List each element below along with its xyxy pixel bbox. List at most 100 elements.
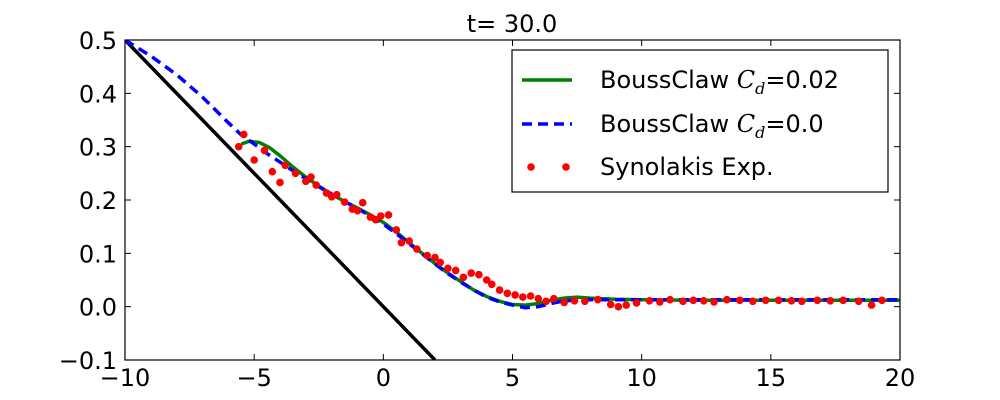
legend-label-synolakis: Synolakis Exp. bbox=[600, 153, 774, 181]
y-tick-label: 0.1 bbox=[79, 240, 117, 268]
x-tick-label: −5 bbox=[236, 364, 271, 392]
x-axis: −10 −5 0 5 10 15 20 bbox=[100, 40, 916, 392]
legend-math-subscript: d bbox=[755, 79, 765, 98]
synolakis-point bbox=[467, 269, 476, 277]
legend-box bbox=[511, 49, 889, 193]
synolakis-point bbox=[340, 198, 349, 206]
x-tick-label: 15 bbox=[756, 364, 787, 392]
synolakis-point bbox=[526, 292, 535, 300]
synolakis-point bbox=[488, 280, 496, 289]
synolakis-point bbox=[384, 211, 393, 219]
y-tick-label: 0.3 bbox=[79, 134, 117, 162]
legend-math-symbol: C bbox=[737, 66, 755, 94]
x-tick-label: 20 bbox=[885, 364, 916, 392]
legend-label-cd-0.02: BoussClaw Cd=0.02 bbox=[600, 66, 839, 98]
series-cd-0.0-line bbox=[125, 40, 900, 310]
x-tick-label: 0 bbox=[376, 364, 391, 392]
synolakis-point bbox=[475, 270, 483, 279]
synolakis-point bbox=[436, 258, 445, 267]
synolakis-point bbox=[312, 181, 321, 189]
legend: BoussClaw Cd=0.02 BoussClaw Cd=0.0 Synol… bbox=[511, 49, 889, 193]
synolakis-point bbox=[459, 273, 468, 282]
y-tick-label: 0.5 bbox=[79, 27, 117, 55]
synolakis-point bbox=[749, 297, 757, 306]
synolakis-point bbox=[333, 190, 341, 199]
y-axis: −0.1 0.0 0.1 0.2 0.3 0.4 0.5 bbox=[59, 27, 900, 375]
legend-label-cd-0.0: BoussClaw Cd=0.0 bbox=[600, 110, 824, 142]
legend-text-suffix: =0.02 bbox=[765, 66, 839, 94]
synolakis-point bbox=[307, 173, 315, 181]
synolakis-point bbox=[854, 297, 863, 306]
synolakis-point bbox=[240, 130, 248, 139]
synolakis-point bbox=[534, 294, 543, 303]
synolakis-point bbox=[281, 161, 290, 170]
x-tick-label: 5 bbox=[505, 364, 520, 392]
synolakis-point bbox=[405, 237, 414, 245]
synolakis-point bbox=[423, 251, 432, 260]
synolakis-point bbox=[431, 253, 439, 262]
synolakis-point bbox=[397, 238, 406, 247]
legend-math-subscript: d bbox=[755, 123, 765, 142]
synolakis-point bbox=[798, 297, 806, 306]
synolakis-point bbox=[268, 167, 277, 176]
synolakis-point bbox=[570, 297, 579, 305]
legend-math-symbol: C bbox=[737, 110, 755, 138]
legend-text-suffix: =0.0 bbox=[765, 110, 823, 138]
synolakis-point bbox=[358, 198, 367, 207]
synolakis-point bbox=[542, 297, 550, 306]
synolakis-point bbox=[377, 212, 385, 220]
legend-text-prefix: BoussClaw bbox=[600, 110, 737, 138]
synolakis-point bbox=[666, 295, 674, 304]
synolakis-point bbox=[250, 156, 258, 164]
synolakis-point bbox=[302, 177, 310, 186]
synolakis-point bbox=[689, 296, 698, 305]
synolakis-point bbox=[645, 297, 654, 305]
y-tick-label: 0.0 bbox=[79, 294, 117, 322]
synolakis-point bbox=[503, 289, 512, 298]
synolakis-point bbox=[560, 298, 568, 307]
synolakis-point bbox=[550, 294, 558, 303]
y-tick-label: −0.1 bbox=[59, 347, 117, 375]
synolakis-point bbox=[826, 297, 835, 305]
synolakis-point bbox=[451, 266, 460, 275]
synolakis-point bbox=[656, 298, 664, 306]
synolakis-point bbox=[679, 297, 687, 306]
synolakis-point bbox=[761, 296, 770, 305]
x-tick-label: 10 bbox=[626, 364, 657, 392]
chart-title: t= 30.0 bbox=[467, 10, 558, 38]
legend-red-marker bbox=[562, 163, 570, 171]
shoreline-line bbox=[125, 40, 437, 360]
synolakis-point bbox=[594, 295, 602, 304]
synolakis-point bbox=[519, 293, 527, 301]
y-tick-label: 0.4 bbox=[79, 80, 117, 108]
synolakis-point bbox=[813, 296, 822, 305]
synolakis-point bbox=[581, 297, 589, 306]
synolakis-point bbox=[276, 178, 284, 187]
synolakis-point bbox=[839, 296, 847, 305]
synolakis-point bbox=[482, 276, 491, 284]
y-tick-label: 0.2 bbox=[79, 187, 117, 215]
synolakis-point bbox=[260, 146, 269, 155]
synolakis-point bbox=[234, 142, 243, 151]
legend-text-prefix: BoussClaw bbox=[600, 66, 737, 94]
synolakis-point bbox=[699, 297, 708, 305]
synolakis-point bbox=[774, 296, 783, 305]
synolakis-point bbox=[632, 299, 641, 307]
synolakis-point bbox=[878, 296, 886, 305]
plot-area bbox=[125, 40, 900, 360]
synolakis-point bbox=[495, 286, 504, 294]
synolakis-point bbox=[867, 301, 876, 309]
synolakis-point bbox=[723, 295, 731, 304]
synolakis-point bbox=[710, 298, 718, 306]
synolakis-point bbox=[291, 169, 300, 178]
synolakis-point bbox=[787, 297, 796, 305]
synolakis-point bbox=[606, 300, 615, 309]
synolakis-point bbox=[511, 291, 519, 299]
synolakis-point bbox=[392, 226, 401, 234]
synolakis-point bbox=[622, 301, 630, 309]
x-tick-label: −10 bbox=[100, 364, 151, 392]
synolakis-point bbox=[736, 296, 744, 305]
synolakis-point bbox=[413, 245, 421, 253]
synolakis-point bbox=[614, 302, 623, 311]
